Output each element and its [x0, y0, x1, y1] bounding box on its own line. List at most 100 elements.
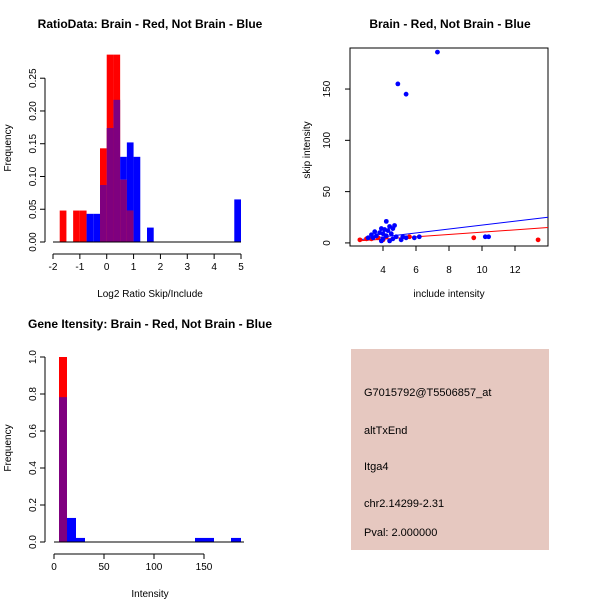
pval-text: Pval: 2.000000	[364, 527, 437, 539]
scatter-plot-box	[349, 47, 549, 247]
ratio-histogram-xlabel: Log2 Ratio Skip/Include	[97, 289, 203, 300]
y-tick-label: 0.0	[28, 535, 39, 549]
overlap-bar	[120, 179, 127, 242]
y-tick-label: 0.25	[28, 68, 39, 88]
brain-bar	[79, 210, 87, 242]
not-brain-point	[378, 238, 384, 244]
not-brain-bar	[195, 537, 214, 542]
scatter-ylabel: skip intensity	[302, 121, 313, 178]
not-brain-bar	[147, 227, 154, 242]
not-brain-bar	[86, 213, 94, 242]
brain-point	[535, 237, 541, 243]
scatter-title: Brain - Red, Not Brain - Blue	[369, 17, 531, 31]
x-tick-label: 50	[98, 562, 110, 573]
probe-id: G7015792@T5506857_at	[364, 387, 491, 399]
not-brain-point	[486, 234, 491, 240]
x-tick-label: 0	[51, 562, 57, 573]
not-brain-point	[403, 91, 409, 97]
y-tick-label: 100	[322, 132, 333, 149]
not-brain-point	[398, 237, 404, 243]
not-brain-point	[383, 233, 389, 239]
y-tick-label: 0.4	[28, 461, 39, 475]
not-brain-bar	[93, 213, 100, 242]
info-panel: G7015792@T5506857_at altTxEnd Itga4 chr2…	[351, 349, 549, 550]
y-tick-label: 0.20	[28, 101, 39, 121]
y-tick-label: 0	[322, 240, 333, 246]
x-tick-label: 100	[146, 562, 163, 573]
overlap-bar	[113, 99, 121, 243]
y-tick-label: 0.8	[28, 387, 39, 401]
ratio-histogram-title: RatioData: Brain - Red, Not Brain - Blue	[38, 17, 263, 31]
not-brain-point	[385, 228, 391, 234]
not-brain-bar	[120, 156, 127, 180]
y-tick-label: 150	[322, 80, 333, 97]
not-brain-bar	[133, 156, 141, 242]
not-brain-point	[482, 234, 488, 240]
genomic-location: chr2.14299-2.31	[364, 498, 444, 510]
overlap-bar	[106, 128, 114, 242]
event-type: altTxEnd	[364, 425, 407, 437]
brain-point	[471, 235, 477, 241]
scatter-axes: 4 6 8 10 12 0 50 100 150	[322, 80, 521, 276]
y-tick-label: 0.05	[28, 199, 39, 219]
x-tick-label: 6	[413, 265, 419, 276]
x-tick-label: 12	[509, 265, 521, 276]
intensity-histogram-axes: 0 50 100 150 0.0 0.2 0.4 0.6 0.8 1.0	[28, 350, 213, 573]
not-brain-point	[383, 218, 389, 224]
not-brain-point	[372, 229, 378, 235]
not-brain-point	[416, 234, 422, 240]
intensity-histogram-xlabel: Intensity	[131, 589, 168, 600]
x-tick-label: 150	[196, 562, 213, 573]
scatter-xlabel: include intensity	[413, 289, 484, 300]
ratio-histogram-bars	[53, 54, 241, 243]
x-tick-label: -2	[49, 262, 58, 273]
ratio-histogram-panel: RatioData: Brain - Red, Not Brain - Blue…	[3, 17, 263, 300]
not-brain-point	[387, 238, 392, 244]
not-brain-bar	[76, 537, 85, 542]
intensity-histogram-bars	[54, 357, 244, 543]
y-tick-label: 0.2	[28, 498, 39, 512]
x-tick-label: 2	[158, 262, 164, 273]
scatter-points	[357, 49, 541, 244]
x-tick-label: 10	[476, 265, 488, 276]
not-brain-bar	[67, 517, 76, 542]
ratio-histogram-axes: -2 -1 0 1 2 3 4 5 0.00 0.05 0.10 0.15 0.20 0.25	[28, 68, 244, 273]
overlap-bar	[100, 185, 107, 242]
x-tick-label: 5	[238, 262, 244, 273]
gene-name: Itga4	[364, 461, 388, 473]
x-tick-label: 4	[380, 265, 386, 276]
overlap-bar	[126, 210, 134, 242]
intensity-histogram-panel: Gene Itensity: Brain - Red, Not Brain - …	[3, 317, 272, 600]
regression-line	[358, 216, 549, 241]
brain-point	[357, 237, 363, 243]
x-tick-label: 8	[446, 265, 452, 276]
not-brain-point	[403, 235, 409, 241]
not-brain-bar	[126, 142, 134, 211]
info-panel-background	[351, 349, 549, 550]
intensity-histogram-ylabel: Frequency	[3, 424, 14, 471]
not-brain-point	[390, 226, 396, 231]
brain-bar	[59, 210, 67, 242]
not-brain-point	[365, 235, 371, 241]
not-brain-point	[370, 235, 376, 241]
brain-bar	[73, 210, 80, 242]
not-brain-bar	[234, 199, 241, 242]
y-tick-label: 0.00	[28, 232, 39, 252]
not-brain-point	[388, 231, 394, 237]
y-tick-label: 50	[322, 186, 333, 198]
y-tick-label: 0.10	[28, 166, 39, 186]
not-brain-point	[435, 49, 440, 55]
ratio-histogram-ylabel: Frequency	[3, 124, 14, 171]
x-tick-label: 1	[131, 262, 137, 273]
overlap-bar	[59, 397, 67, 542]
y-tick-label: 1.0	[28, 350, 39, 364]
x-tick-label: 3	[185, 262, 191, 273]
y-tick-label: 0.6	[28, 424, 39, 438]
not-brain-bar	[231, 537, 241, 542]
not-brain-point	[411, 235, 417, 241]
y-tick-label: 0.15	[28, 134, 39, 154]
x-tick-label: 0	[104, 262, 110, 273]
x-tick-label: 4	[211, 262, 217, 273]
not-brain-point	[395, 81, 401, 87]
